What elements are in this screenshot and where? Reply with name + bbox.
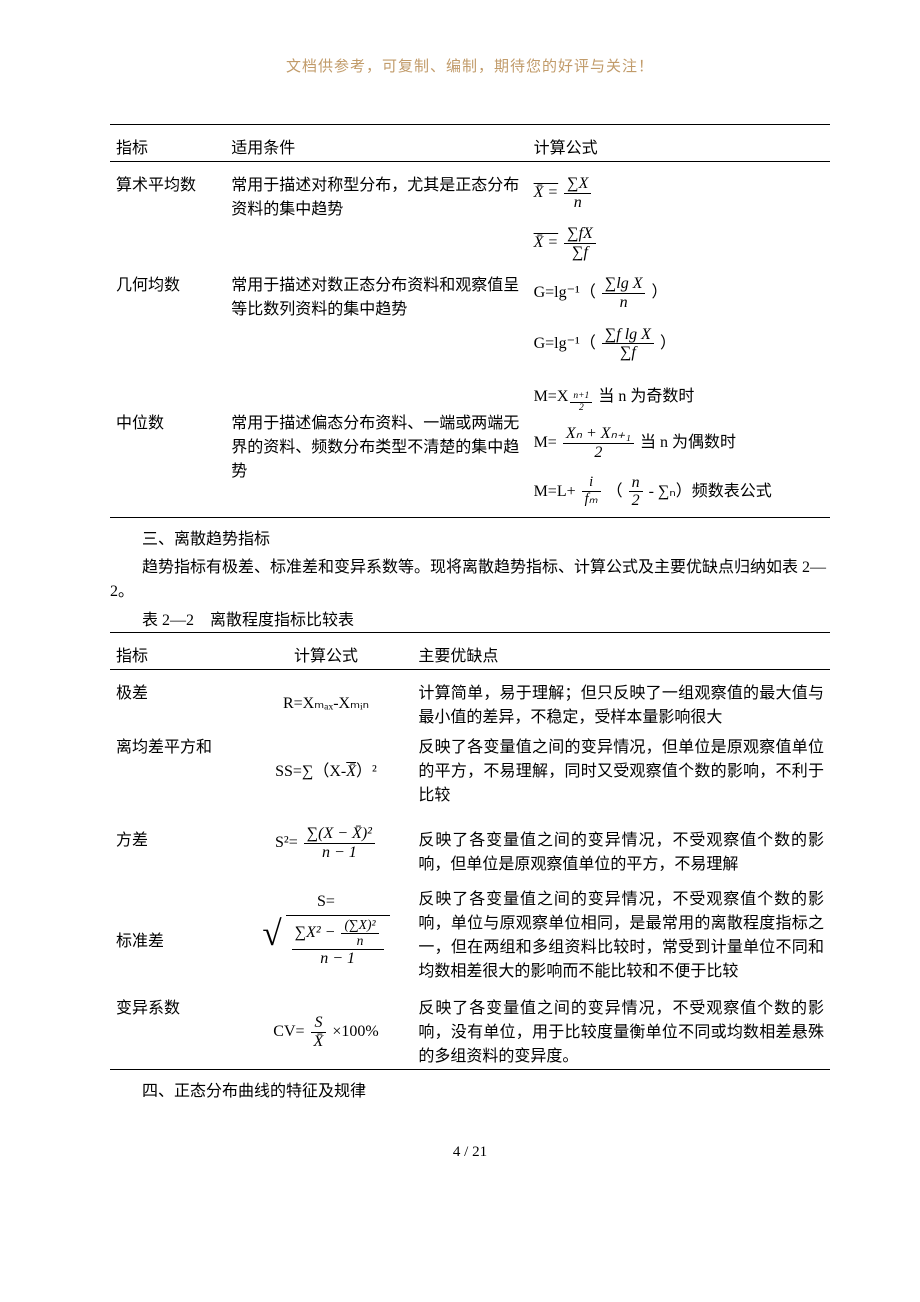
cell-desc: 计算简单，易于理解；但只反映了一组观察值的最大值与最小值的差异，不稳定，受样本量… [412,676,830,730]
col-indicator: 指标 [110,639,240,670]
cell-desc: 反映了各变量值之间的变异情况，不受观察值个数的影响，单位与原观察单位相同，是最常… [412,877,830,984]
cell-indicator: 极差 [110,676,240,730]
table-row: 方差 S²= ∑(X − X̄)² n − 1 反映了各变量值之间的变异情况，不… [110,808,830,877]
sqrt-icon: √ [262,923,281,944]
table-header-row: 指标 适用条件 计算公式 [110,131,830,162]
table-central-tendency: 指标 适用条件 计算公式 算术平均数 常用于描述对称型分布，尤其是正态分布资料的… [110,124,830,524]
formula-den: fₘ [582,492,601,508]
formula-lhs: S= [246,893,407,911]
cell-formula: S= √ ∑X² − (∑X)² n [240,877,413,984]
formula-tail: ×100% [332,1023,378,1040]
formula-lhs: CV= [273,1023,304,1040]
formula-tail: - ∑ₙ）频数表公式 [649,482,772,499]
formula-den: 2 [629,492,643,510]
cell-formula: SS=∑（X-X̄）² [240,730,413,808]
formula-den: n [564,194,591,212]
formula-num: n+1 [570,391,592,402]
formula-lhs: G=lg⁻¹（ [534,284,596,301]
formula-num: ∑fX [564,225,596,244]
cell-condition: 常用于描述对数正态分布资料和观察值呈等比数列资料的集中趋势 [225,268,527,368]
formula-den: 2 [570,403,592,413]
formula-den: n − 1 [292,950,384,968]
table-dispersion: 指标 计算公式 主要优缺点 极差 R=Xₘₐₓ-Xₘᵢₙ 计算简单，易于理解；但… [110,632,830,1076]
table-row: 极差 R=Xₘₐₓ-Xₘᵢₙ 计算简单，易于理解；但只反映了一组观察值的最大值与… [110,676,830,730]
formula-num: ∑lg X [602,275,646,294]
formula-lhs: M= [534,434,557,451]
cell-indicator: 变异系数 [110,984,240,1070]
table-row: 离均差平方和 SS=∑（X-X̄）² 反映了各变量值之间的变异情况，但单位是原观… [110,730,830,808]
cell-condition: 常用于描述偏态分布资料、一端或两端无界的资料、频数分布类型不清楚的集中趋势 [225,369,527,517]
cell-formula: M=X n+1 2 当 n 为奇数时 M= Xₙ + Xₙ₊₁ 2 当 n 为偶… [528,369,830,517]
section3-body: 趋势指标有极差、标准差和变异系数等。现将离散趋势指标、计算公式及主要优缺点归纳如… [110,556,830,604]
formula-den: 2 [563,444,634,462]
cell-indicator: 中位数 [110,369,225,517]
table-row: 变异系数 CV= S X̄ ×100% 反映了各变量值之间的变异情况，不受观察值… [110,984,830,1070]
formula-lhs: G=lg⁻¹（ [534,334,596,351]
formula-part: ∑X² − [295,924,336,941]
formula-num: ∑(X − X̄)² [304,825,375,844]
formula-lhs: SS=∑（X- [275,763,346,780]
cell-desc: 反映了各变量值之间的变异情况，不受观察值个数的影响，但单位是原观察值单位的平方，… [412,808,830,877]
formula-den: n [341,934,378,949]
formula-den: n − 1 [304,844,375,862]
cell-condition: 常用于描述对称型分布，尤其是正态分布资料的集中趋势 [225,168,527,268]
cell-formula: G=lg⁻¹（ ∑lg X n ） G=lg⁻¹（ ∑f lg X ∑f ） [528,268,830,368]
col-desc: 主要优缺点 [412,639,830,670]
formula-num: n [629,474,643,493]
table-row: 几何均数 常用于描述对数正态分布资料和观察值呈等比数列资料的集中趋势 G=lg⁻… [110,268,830,368]
col-formula: 计算公式 [240,639,413,670]
formula-den: ∑f [602,344,654,362]
table-row: 中位数 常用于描述偏态分布资料、一端或两端无界的资料、频数分布类型不清楚的集中趋… [110,369,830,517]
formula-lhs: X̄ = [534,184,559,201]
formula-num: (∑X)² [341,918,378,934]
table-row: 算术平均数 常用于描述对称型分布，尤其是正态分布资料的集中趋势 X̄ = ∑X … [110,168,830,268]
formula-mid: （ [607,482,623,499]
table-header-row: 指标 计算公式 主要优缺点 [110,639,830,670]
cell-desc: 反映了各变量值之间的变异情况，不受观察值个数的影响，没有单位，用于比较度量衡单位… [412,984,830,1070]
formula-lhs: X̄ = [534,234,559,251]
formula-lhs: M=X [534,388,569,405]
formula-den: X̄ [311,1033,327,1051]
cell-indicator: 算术平均数 [110,168,225,268]
formula-lhs: M=L+ [534,482,576,499]
formula-tail: 当 n 为偶数时 [640,434,736,451]
header-note: 文档供参考，可复制、编制，期待您的好评与关注！ [110,55,830,76]
cell-formula: X̄ = ∑X n X̄ = ∑fX ∑f [528,168,830,268]
formula-num: ∑f lg X [602,326,654,345]
formula-rhs: ）² [356,763,377,780]
col-formula: 计算公式 [528,131,830,162]
cell-formula: S²= ∑(X − X̄)² n − 1 [240,808,413,877]
cell-indicator: 标准差 [110,877,240,984]
formula-rhs: ） [651,284,667,301]
page-number: 4 / 21 [110,1144,830,1161]
cell-desc: 反映了各变量值之间的变异情况，但单位是原观察值单位的平方，不易理解，同时又受观察… [412,730,830,808]
col-indicator: 指标 [110,131,225,162]
section4-title: 四、正态分布曲线的特征及规律 [110,1080,830,1104]
formula-num: i [582,475,601,492]
formula-rhs: ） [660,334,676,351]
cell-indicator: 离均差平方和 [110,730,240,808]
formula-num: S [311,1014,327,1033]
formula-mid: X̄ [346,763,356,780]
cell-formula: R=Xₘₐₓ-Xₘᵢₙ [240,676,413,730]
formula-num: Xₙ + Xₙ₊₁ [563,425,634,444]
cell-indicator: 几何均数 [110,268,225,368]
cell-indicator: 方差 [110,808,240,877]
section3-title: 三、离散趋势指标 [110,528,830,552]
formula-num: ∑X [564,175,591,194]
table2-caption: 表 2—2 离散程度指标比较表 [110,606,830,630]
formula-tail: 当 n 为奇数时 [598,388,694,405]
formula-lhs: S²= [275,834,298,851]
col-condition: 适用条件 [225,131,527,162]
table-row: 标准差 S= √ ∑X² − (∑X)² n [110,877,830,984]
formula-den: ∑f [564,244,596,262]
formula-den: n [602,294,646,312]
cell-formula: CV= S X̄ ×100% [240,984,413,1070]
